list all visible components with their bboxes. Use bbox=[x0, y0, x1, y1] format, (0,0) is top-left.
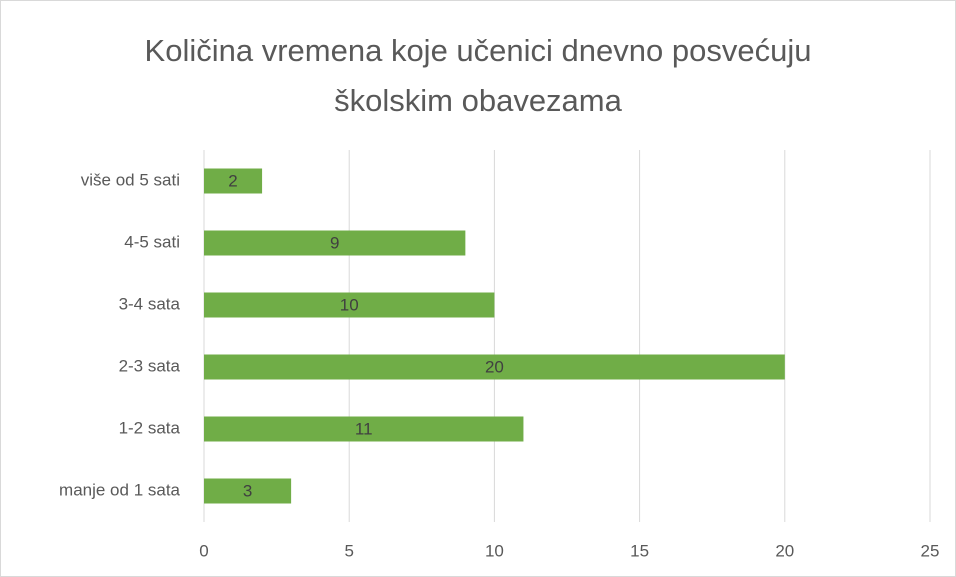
x-tick-label: 20 bbox=[775, 541, 794, 560]
data-label: 2 bbox=[228, 171, 237, 190]
y-tick-label: 4-5 sati bbox=[124, 232, 180, 251]
data-label: 20 bbox=[485, 357, 504, 376]
bar bbox=[204, 416, 524, 442]
bar bbox=[204, 292, 495, 318]
y-tick-label: 3-4 sata bbox=[119, 294, 181, 313]
bar bbox=[204, 168, 263, 194]
y-tick-label: manje od 1 sata bbox=[59, 480, 181, 499]
y-tick-label: 1-2 sata bbox=[119, 418, 181, 437]
y-tick-label: 2-3 sata bbox=[119, 356, 181, 375]
bar bbox=[204, 354, 785, 380]
x-tick-label: 15 bbox=[630, 541, 649, 560]
x-tick-label: 5 bbox=[344, 541, 353, 560]
x-tick-label: 25 bbox=[921, 541, 940, 560]
data-label: 10 bbox=[340, 295, 359, 314]
data-label: 3 bbox=[243, 481, 252, 500]
y-tick-label: više od 5 sati bbox=[81, 170, 180, 189]
data-label: 11 bbox=[355, 419, 373, 438]
x-tick-label: 0 bbox=[199, 541, 208, 560]
bar bbox=[204, 230, 466, 256]
chart-title: Količina vremena koje učenici dnevno pos… bbox=[144, 33, 812, 118]
bar bbox=[204, 478, 292, 504]
x-tick-label: 10 bbox=[485, 541, 504, 560]
data-label: 9 bbox=[330, 233, 339, 252]
